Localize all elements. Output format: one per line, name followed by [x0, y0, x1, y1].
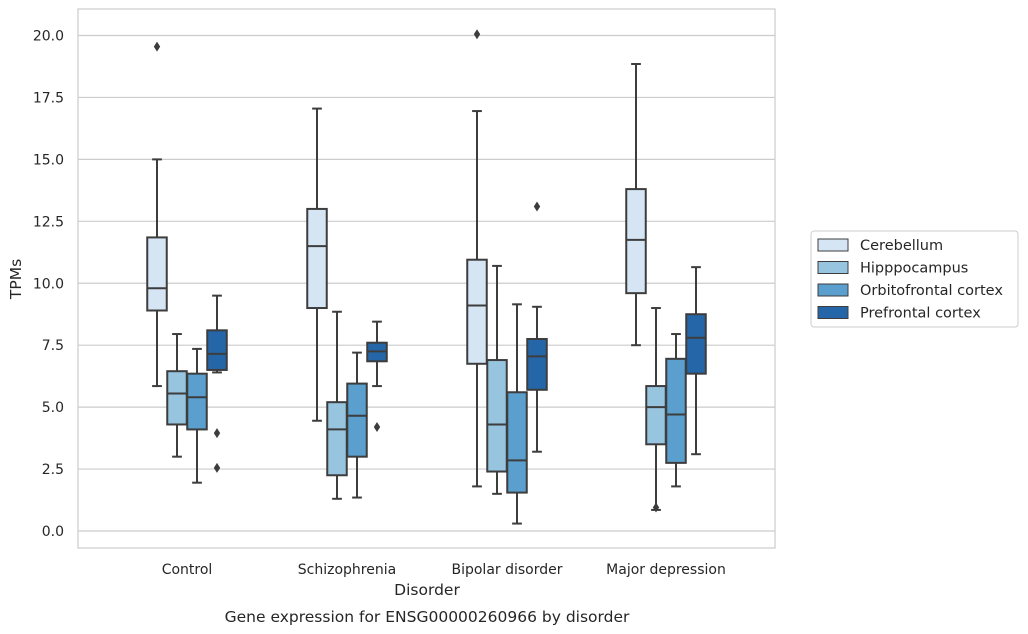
- box-0-2: [466, 29, 488, 488]
- legend-item: Cerebellum: [817, 238, 943, 254]
- legend-label: Cerebellum: [860, 238, 943, 254]
- box-iqr: [346, 382, 368, 458]
- legend-swatch: [817, 261, 849, 274]
- plot-area-frame: [77, 8, 776, 549]
- box-iqr: [186, 372, 208, 431]
- y-tick-label: 17.5: [33, 90, 64, 106]
- box-0-3: [625, 62, 647, 347]
- box-iqr: [486, 359, 508, 473]
- box-iqr: [306, 207, 328, 310]
- y-tick-label: 12.5: [33, 214, 64, 230]
- outlier-point: [652, 502, 660, 513]
- box-iqr: [645, 385, 667, 446]
- box-2-3: [665, 333, 687, 488]
- outlier-point: [373, 421, 381, 432]
- x-tick-label: Bipolar disorder: [451, 562, 562, 578]
- y-tick-label: 15.0: [33, 152, 64, 168]
- box-iqr: [326, 401, 348, 477]
- legend-item: Hipppocampus: [817, 261, 968, 277]
- box-iqr: [506, 391, 528, 494]
- box-iqr: [665, 357, 687, 464]
- y-tick-label: 10.0: [33, 276, 64, 292]
- x-tick-label: Schizophrenia: [298, 562, 396, 578]
- box-3-2: [526, 201, 548, 453]
- x-tick-label: Control: [162, 562, 213, 578]
- boxes: [146, 29, 707, 525]
- box-iqr: [146, 236, 168, 312]
- legend-swatch: [817, 306, 849, 319]
- y-tick-label: 20.0: [33, 29, 64, 45]
- box-iqr: [466, 258, 488, 365]
- box-2-0: [186, 347, 208, 484]
- y-tick-label: 7.5: [42, 338, 64, 354]
- outlier-point: [473, 29, 481, 40]
- box-0-1: [306, 107, 328, 422]
- box-2-1: [346, 351, 368, 499]
- y-tick-label: 0.0: [42, 524, 64, 540]
- x-axis-label: Disorder: [394, 581, 460, 599]
- box-iqr: [685, 313, 707, 375]
- box-1-2: [486, 264, 508, 495]
- legend-swatch: [817, 238, 849, 252]
- outlier-point: [213, 428, 221, 439]
- outlier-point: [153, 41, 161, 52]
- box-1-3: [645, 307, 667, 513]
- outlier-point: [213, 462, 221, 473]
- box-1-1: [326, 310, 348, 500]
- y-axis-ticks: 0.0 2.5 5.0 7.5 10.0 12.5 15.0 17.5 20.0: [33, 29, 64, 541]
- box-2-2: [506, 303, 528, 525]
- outlier-point: [533, 201, 541, 212]
- legend: Cerebellum Hipppocampus Orbitofrontal cort…: [810, 230, 1019, 328]
- box-iqr: [526, 337, 548, 391]
- box-iqr: [166, 370, 188, 426]
- y-tick-label: 2.5: [42, 462, 64, 478]
- legend-label: Prefrontal cortex: [860, 306, 981, 322]
- legend-label: Hipppocampus: [860, 261, 968, 277]
- box-iqr: [206, 329, 228, 371]
- y-axis-label: TPMs: [7, 259, 25, 300]
- box-iqr: [625, 188, 647, 295]
- legend-frame: [810, 230, 1019, 328]
- legend-swatch: [817, 283, 849, 297]
- x-axis-ticks: Control Schizophrenia Bipolar disorder Majo…: [162, 562, 726, 578]
- x-tick-label: Major depression: [606, 562, 726, 578]
- box-3-3: [685, 266, 707, 456]
- y-tick-label: 5.0: [42, 400, 64, 416]
- legend-item: Prefrontal cortex: [817, 306, 981, 322]
- chart-title: Gene expression for ENSG00000260966 by d…: [225, 608, 630, 626]
- box-1-0: [166, 333, 188, 458]
- legend-item: Orbitofrontal cortex: [817, 283, 1003, 299]
- box-3-1: [366, 320, 388, 432]
- legend-label: Orbitofrontal cortex: [860, 283, 1003, 299]
- box-0-0: [146, 41, 168, 388]
- box-3-0: [206, 294, 228, 473]
